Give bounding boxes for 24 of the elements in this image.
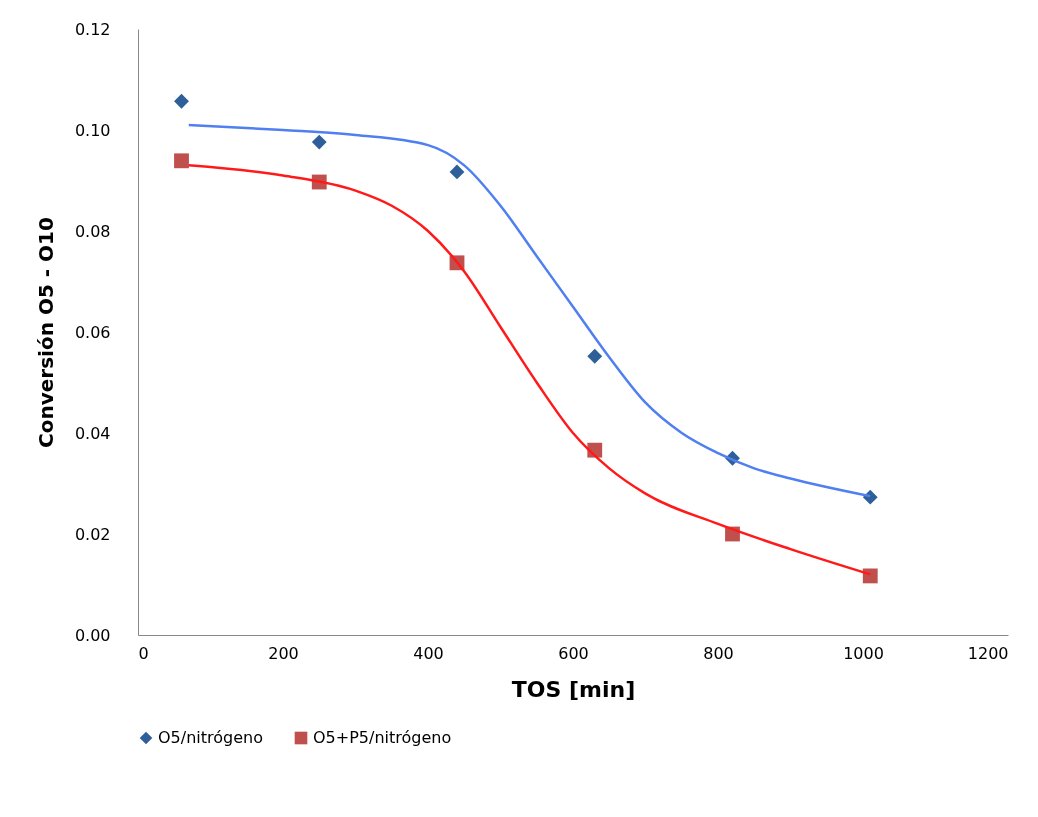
- point: [311, 134, 327, 150]
- y-tick-label: 0.06: [74, 322, 111, 342]
- x-tick-label: 800: [703, 643, 734, 663]
- y-tick-label: 0.00: [74, 625, 111, 645]
- y-axis-title: Conversión O5 - O10: [33, 217, 58, 448]
- y-tick-label: 0.04: [74, 423, 111, 443]
- point: [174, 153, 189, 169]
- y-tick-label: 0.08: [74, 221, 111, 241]
- x-tick-label: 600: [558, 643, 589, 663]
- legend-label: O5/nitrógeno: [158, 728, 263, 747]
- point: [862, 568, 878, 584]
- y-tick-label: 0.12: [74, 19, 111, 39]
- x-axis-title: TOS [min]: [511, 676, 636, 702]
- x-tick-label: 1200: [967, 643, 1009, 663]
- x-tick-label: 400: [413, 643, 444, 663]
- y-tick-label: 0.10: [74, 120, 111, 140]
- x-tick-label: 1000: [843, 643, 884, 663]
- point: [174, 93, 189, 109]
- x-tick-label: 0: [138, 643, 149, 663]
- point: [449, 164, 465, 180]
- legend-label: O5+P5/nitrógeno: [313, 728, 452, 747]
- point: [587, 348, 603, 364]
- y-tick-label: 0.02: [74, 524, 111, 544]
- x-tick-label: 200: [268, 643, 299, 663]
